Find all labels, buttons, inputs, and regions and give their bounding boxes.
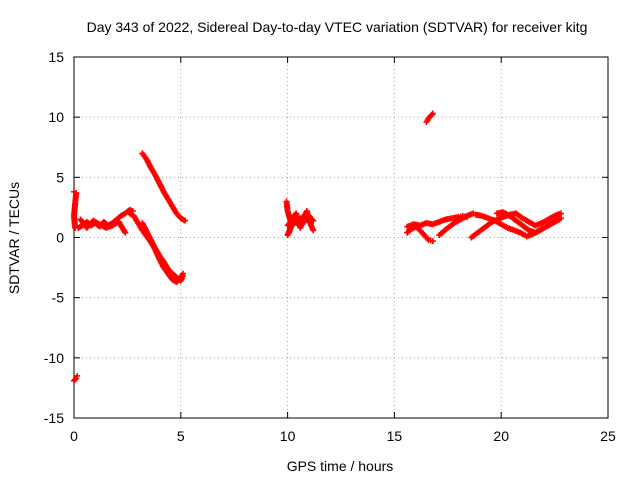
series-sat-a [71,188,81,384]
series-sat-j [404,223,436,245]
data-point [122,229,129,236]
y-axis-label: SDTVAR / TECUs [6,182,22,294]
data-point [558,215,565,222]
data-point [179,273,186,280]
y-tick-label: 10 [48,109,64,125]
series-sat-e [139,220,186,284]
data-point [310,227,317,234]
x-tick-label: 25 [600,428,616,444]
series-sat-h [284,212,317,229]
data-point [310,217,317,224]
series-sat-i [423,110,436,125]
x-tick-label: 5 [177,428,185,444]
data-point [429,238,436,245]
y-tick-label: -10 [44,350,64,366]
x-tick-label: 20 [493,428,509,444]
series-sat-f [139,150,189,224]
y-tick-label: 15 [48,49,64,65]
data-point [182,217,189,224]
series-sat-c [77,216,129,236]
series-sat-o [493,209,565,236]
y-tick-label: -5 [52,290,65,306]
grid-lines [74,57,608,418]
x-tick-label: 10 [280,428,296,444]
chart-title: Day 343 of 2022, Sidereal Day-to-day VTE… [87,19,588,35]
x-tick-label: 15 [387,428,403,444]
data-point [429,110,436,117]
y-tick-label: -15 [44,410,64,426]
data-points [71,110,565,384]
series-sat-l [436,210,477,239]
x-tick-label: 0 [70,428,78,444]
y-tick-label: 0 [56,230,64,246]
axis-ticks: 0 5 10 15 20 25 -15 -10 -5 0 5 10 15 [44,49,616,444]
y-tick-label: 5 [56,169,64,185]
data-point [74,372,81,379]
x-axis-label: GPS time / hours [287,458,394,474]
